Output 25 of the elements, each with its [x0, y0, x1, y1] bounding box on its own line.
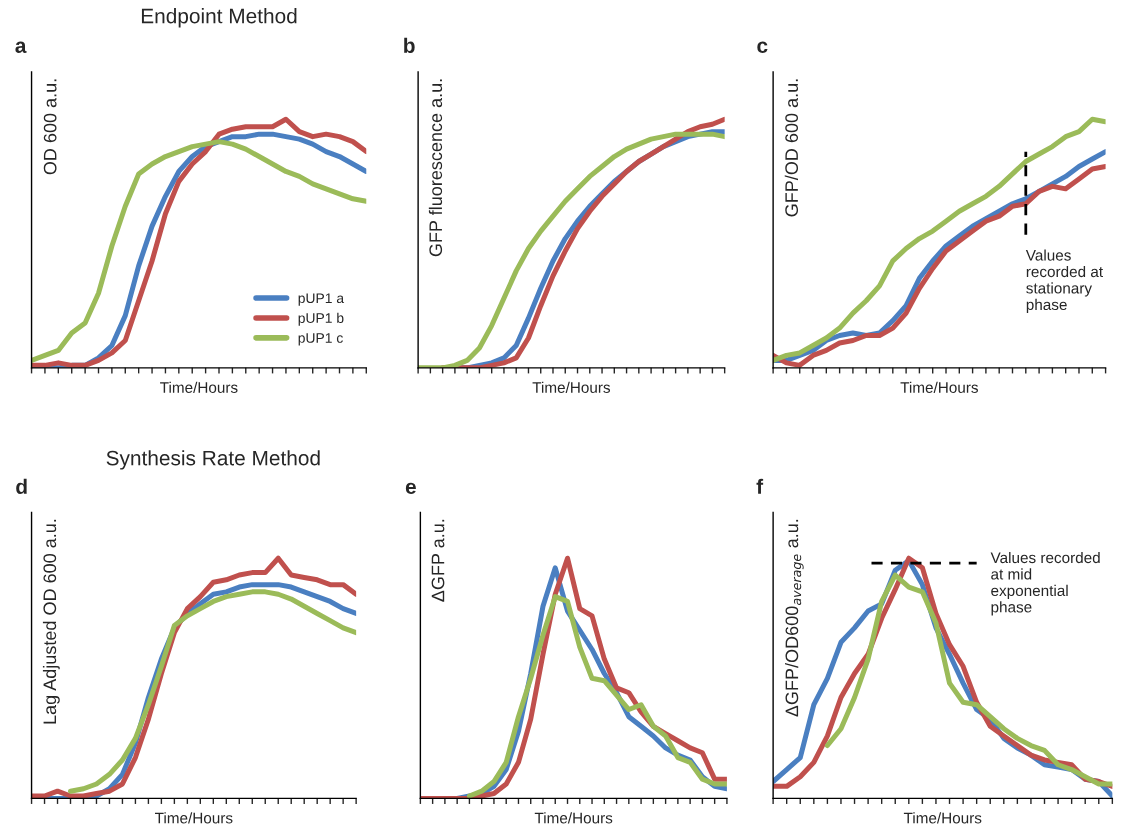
annotation: Values recorded at stationary phase: [1025, 249, 1103, 314]
y-axis-title: GFP/OD 600 a.u.: [784, 79, 799, 217]
chart-subtitle: Synthesis Rate Method: [106, 450, 320, 470]
chart-title: d: [16, 478, 27, 495]
y-axis-title: ΔGFP/OD600$_{average}$ a.u.: [784, 519, 804, 717]
x-axis-title: Time/Hours: [900, 381, 978, 393]
y-axis-title: GFP fluorescence a.u.: [428, 79, 443, 257]
y-axis-title: OD 600 a.u.: [43, 79, 57, 175]
x-axis-title: Time/Hours: [532, 381, 611, 393]
chart-title: e: [405, 482, 416, 495]
chart-title: f: [756, 478, 764, 494]
legend-label: pUP1 b: [298, 312, 344, 326]
y-axis-title: ΔGFP a.u.: [431, 519, 445, 602]
x-axis-title: Time/Hours: [534, 812, 613, 824]
ref-line-label: Values recorded at mid exponential phase: [990, 551, 1100, 616]
x-axis-title: Time/Hours: [155, 812, 233, 824]
chart-title: a: [15, 41, 27, 53]
chart-subtitle: Endpoint Method: [141, 8, 297, 28]
y-axis-title: Lag Adjusted OD 600 a.u.: [42, 519, 60, 724]
legend-label: pUP1 a: [298, 293, 345, 306]
chart-title: b: [404, 37, 415, 53]
chart-title: c: [757, 41, 768, 53]
legend-label: pUP1 c: [298, 333, 343, 346]
x-axis-title: Time/Hours: [160, 381, 238, 393]
x-axis-title: Time/Hours: [903, 812, 982, 824]
